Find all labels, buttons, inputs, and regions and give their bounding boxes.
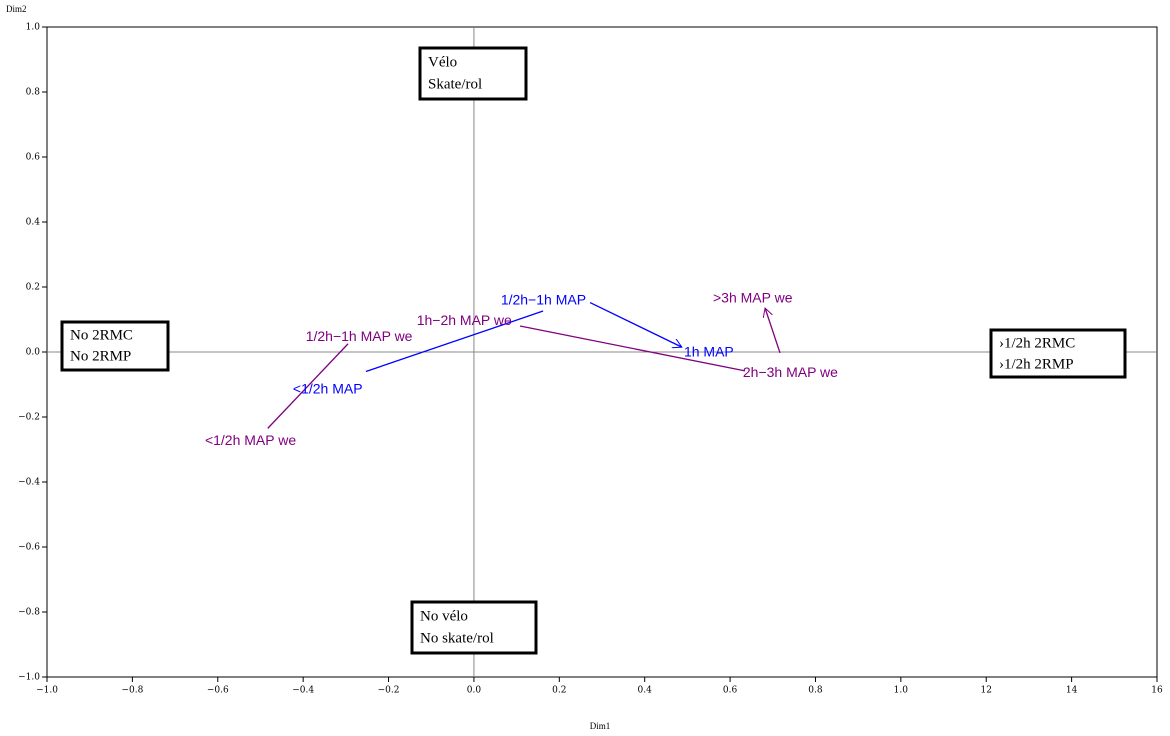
point-label: >3h MAP we bbox=[713, 290, 793, 306]
y-tick-label: −0.4 bbox=[18, 478, 40, 488]
x-tick-label: 0.2 bbox=[552, 686, 566, 696]
y-tick-label: 0.4 bbox=[26, 218, 41, 228]
annotation-box: No 2RMC No 2RMP bbox=[60, 320, 170, 372]
y-axis-label: Dim2 bbox=[6, 4, 27, 14]
box-line: Vélo bbox=[428, 54, 457, 70]
y-tick-label: −0.2 bbox=[18, 413, 40, 423]
x-tick-label: 0.0 bbox=[467, 686, 482, 696]
y-tick-label: 0.2 bbox=[26, 283, 40, 293]
x-tick-label: −0.2 bbox=[378, 686, 400, 696]
y-tick-label: 1.0 bbox=[26, 23, 41, 33]
annotation-box: Vélo Skate/rol bbox=[418, 46, 528, 101]
x-tick-label: 1.0 bbox=[894, 686, 909, 696]
point-label: 1/2h−1h MAP bbox=[501, 292, 586, 308]
arrow bbox=[589, 302, 682, 348]
box-line: No vélo bbox=[420, 608, 468, 624]
x-tick-label: −0.6 bbox=[207, 686, 229, 696]
box-frame bbox=[60, 320, 170, 372]
arrow bbox=[365, 310, 544, 373]
y-tick-label: 0.0 bbox=[26, 348, 41, 358]
annotation-box: No vélo No skate/rol bbox=[410, 600, 538, 655]
x-tick-label: −0.4 bbox=[292, 686, 314, 696]
y-tick-label: −0.8 bbox=[18, 608, 40, 618]
box-line: ›1/2h 2RMC bbox=[999, 335, 1075, 351]
x-tick-label: 0.4 bbox=[638, 686, 653, 696]
x-tick-label: −1.0 bbox=[36, 686, 58, 696]
box-line: ›1/2h 2RMP bbox=[999, 356, 1074, 372]
arrow bbox=[765, 308, 781, 354]
point-label: 2h−3h MAP we bbox=[743, 364, 838, 380]
y-tick-label: 0.6 bbox=[26, 153, 41, 163]
arrow bbox=[519, 325, 746, 372]
point-label: <1/2h MAP we bbox=[205, 432, 296, 448]
box-frame bbox=[989, 328, 1127, 379]
x-tick-label: 0.8 bbox=[808, 686, 823, 696]
x-axis-label: Dim1 bbox=[590, 721, 611, 731]
box-frame bbox=[418, 46, 528, 101]
box-line: No 2RMP bbox=[70, 348, 131, 364]
box-line: Skate/rol bbox=[428, 76, 482, 92]
point-label: <1/2h MAP bbox=[293, 381, 363, 397]
point-label: 1h MAP bbox=[684, 344, 734, 360]
y-tick-label: −0.6 bbox=[18, 543, 40, 553]
box-frame bbox=[410, 600, 538, 655]
x-tick-label: 12 bbox=[981, 686, 992, 696]
y-tick-label: 0.8 bbox=[26, 88, 41, 98]
y-tick-label: −1.0 bbox=[18, 673, 40, 683]
x-tick-label: 0.6 bbox=[723, 686, 738, 696]
x-tick-label: −0.8 bbox=[121, 686, 143, 696]
point-label: 1h−2h MAP we bbox=[417, 312, 512, 328]
annotation-box: ›1/2h 2RMC ›1/2h 2RMP bbox=[989, 328, 1127, 379]
x-tick-label: 14 bbox=[1066, 686, 1078, 696]
box-line: No 2RMC bbox=[70, 327, 133, 343]
arrow bbox=[267, 343, 349, 429]
box-line: No skate/rol bbox=[420, 630, 494, 646]
x-tick-label: 16 bbox=[1151, 686, 1163, 696]
point-label: 1/2h−1h MAP we bbox=[306, 328, 413, 344]
